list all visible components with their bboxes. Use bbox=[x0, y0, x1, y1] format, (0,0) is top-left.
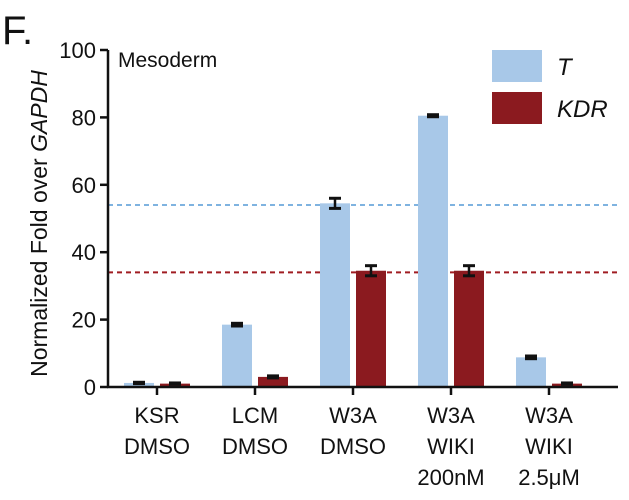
legend-swatch-kdr bbox=[492, 92, 542, 124]
bar-t-4[interactable] bbox=[418, 115, 448, 387]
x-category-label-5-line-2: WIKI bbox=[525, 434, 573, 459]
y-axis-label: Normalized Fold over GAPDH bbox=[26, 70, 52, 377]
y-tick-label-4: 60 bbox=[72, 173, 96, 198]
x-category-label-4-line-3: 200nM bbox=[417, 465, 484, 490]
x-category-label-2-line-1: LCM bbox=[232, 403, 278, 428]
bar-t-2[interactable] bbox=[222, 324, 252, 387]
plot-area: 0 20 40 60 80 100 KSR DMSO LCM DMSO W3A DMSO W3A WIKI… bbox=[26, 38, 618, 490]
x-category-label-3-line-2: DMSO bbox=[320, 434, 386, 459]
y-tick-label-6: 100 bbox=[59, 38, 96, 63]
x-category-label-4-line-1: W3A bbox=[427, 403, 475, 428]
x-category-label-1-line-2: DMSO bbox=[124, 434, 190, 459]
y-tick-label-5: 80 bbox=[72, 105, 96, 130]
x-category-label-4-line-2: WIKI bbox=[427, 434, 475, 459]
bar-t-3[interactable] bbox=[320, 203, 350, 387]
bar-kdr-2[interactable] bbox=[258, 376, 288, 387]
annotation-mesoderm: Mesoderm bbox=[118, 49, 217, 72]
x-category-label-3-line-1: W3A bbox=[329, 403, 377, 428]
y-tick-label-1: 0 bbox=[84, 375, 96, 400]
x-category-label-1-line-1: KSR bbox=[134, 403, 179, 428]
x-category-label-5-line-3: 2.5μM bbox=[518, 465, 580, 490]
panel-letter: F. bbox=[2, 9, 33, 53]
legend-swatch-t bbox=[492, 50, 542, 82]
x-category-label-2-line-2: DMSO bbox=[222, 434, 288, 459]
bar-kdr-3[interactable] bbox=[356, 270, 386, 387]
y-tick-label-3: 40 bbox=[72, 240, 96, 265]
legend-label-t: T bbox=[557, 54, 574, 81]
bar-kdr-4[interactable] bbox=[454, 270, 484, 387]
legend-label-kdr: KDR bbox=[557, 96, 608, 123]
bar-t-5[interactable] bbox=[516, 357, 546, 387]
y-tick-label-2: 20 bbox=[72, 308, 96, 333]
x-category-label-5-line-1: W3A bbox=[525, 403, 573, 428]
